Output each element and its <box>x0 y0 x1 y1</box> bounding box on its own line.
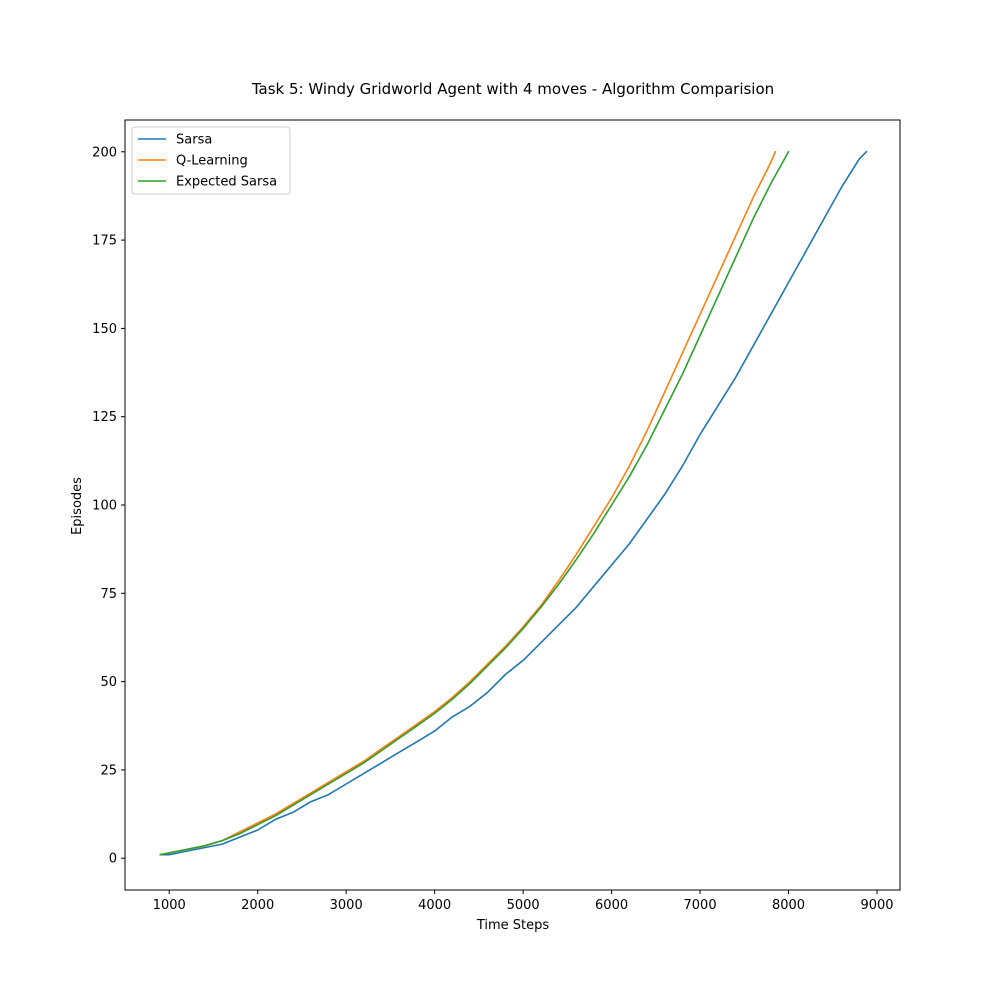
x-tick-label: 4000 <box>418 898 451 913</box>
x-tick-label: 3000 <box>330 898 363 913</box>
legend-label-2: Expected Sarsa <box>176 175 277 190</box>
y-tick-label: 25 <box>100 763 117 778</box>
y-tick-label: 0 <box>109 852 117 867</box>
y-tick-label: 150 <box>92 322 117 337</box>
x-tick-label: 7000 <box>684 898 717 913</box>
y-tick-label: 75 <box>100 587 117 602</box>
chart-title: Task 5: Windy Gridworld Agent with 4 mov… <box>251 80 774 98</box>
y-axis-label: Episodes <box>70 477 85 535</box>
y-tick-label: 50 <box>100 675 117 690</box>
y-tick-label: 100 <box>92 499 117 514</box>
legend-label-1: Q-Learning <box>176 154 248 169</box>
x-tick-label: 2000 <box>241 898 274 913</box>
x-tick-label: 1000 <box>153 898 186 913</box>
legend-label-0: Sarsa <box>176 133 212 148</box>
legend-frame <box>131 126 291 195</box>
y-axis: 0 25 50 75 100 125 150 175 200 <box>92 145 125 867</box>
x-axis-label: Time Steps <box>476 918 550 933</box>
legend: Sarsa Q-Learning Expected Sarsa <box>131 126 291 195</box>
x-tick-label: 5000 <box>507 898 540 913</box>
series-line-2 <box>159 150 790 856</box>
y-tick-label: 125 <box>92 410 117 425</box>
x-axis: 1000 2000 3000 4000 5000 6000 7000 8000 9000 <box>153 890 894 913</box>
x-tick-label: 8000 <box>772 898 805 913</box>
x-tick-label: 9000 <box>860 898 893 913</box>
y-tick-label: 200 <box>92 145 117 160</box>
series-lines <box>159 150 868 856</box>
x-tick-label: 6000 <box>595 898 628 913</box>
series-line-1 <box>159 150 777 856</box>
y-tick-label: 175 <box>92 234 117 249</box>
series-line-0 <box>159 150 868 856</box>
